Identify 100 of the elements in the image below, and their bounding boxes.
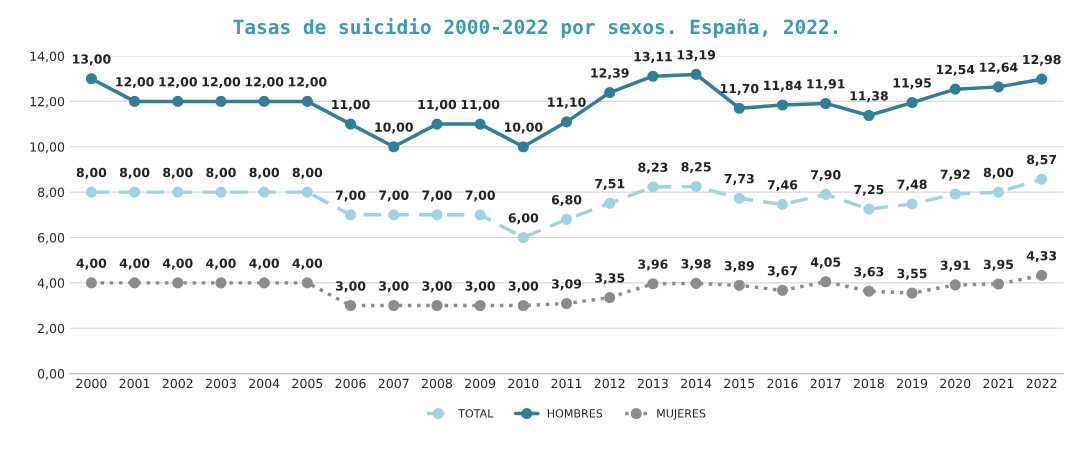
data-label: 7,00 — [335, 190, 366, 202]
point — [906, 287, 918, 299]
data-label: 12,00 — [116, 77, 154, 89]
point — [863, 203, 875, 215]
x-tick-label: 2002 — [162, 378, 193, 389]
data-label: 11,00 — [461, 99, 500, 111]
point — [949, 83, 961, 95]
data-label: 7,51 — [595, 179, 625, 190]
point — [215, 186, 227, 198]
data-label: 3,00 — [422, 281, 452, 293]
point — [388, 299, 400, 312]
point — [647, 181, 659, 193]
data-label: 7,25 — [854, 184, 884, 196]
point — [172, 277, 184, 289]
x-tick-label: 2008 — [421, 378, 452, 389]
point — [906, 198, 918, 210]
data-label: 11,00 — [332, 99, 370, 111]
point — [431, 118, 443, 130]
data-label: 11,95 — [893, 78, 931, 90]
data-label: 3,00 — [465, 281, 495, 293]
point — [172, 95, 184, 107]
data-label: 4,05 — [810, 257, 841, 269]
data-label: 11,84 — [764, 80, 802, 92]
point — [1036, 173, 1048, 185]
x-tick-label: 2009 — [465, 378, 496, 389]
x-tick-label: 2016 — [767, 378, 798, 389]
data-label: 4,00 — [162, 258, 193, 270]
data-label: 12,64 — [980, 62, 1018, 74]
x-tick-label: 2003 — [206, 378, 236, 389]
x-tick-label: 2012 — [594, 378, 625, 389]
point — [388, 141, 400, 153]
x-tick-label: 2013 — [637, 378, 668, 389]
point — [690, 277, 702, 289]
data-label: 10,00 — [375, 122, 413, 134]
point — [1036, 73, 1048, 85]
data-label: 6,00 — [508, 213, 539, 225]
x-tick-label: 2001 — [119, 378, 150, 389]
data-label: 8,00 — [292, 167, 323, 179]
data-label: 4,00 — [119, 258, 150, 270]
x-tick-label: 2020 — [940, 378, 971, 389]
point — [258, 95, 270, 107]
point — [388, 209, 400, 221]
point — [992, 186, 1005, 198]
point — [431, 209, 443, 221]
data-label: 11,91 — [807, 79, 845, 91]
data-label: 4,00 — [292, 258, 323, 270]
x-tick-label: 2021 — [983, 378, 1014, 389]
point — [690, 68, 702, 80]
point — [906, 96, 918, 109]
chart-title: Tasas de suicidio 2000-2022 por sexos. España, 2022. — [233, 18, 838, 38]
data-label: 12,00 — [159, 77, 197, 89]
point — [949, 188, 961, 200]
data-label: 3,96 — [638, 259, 668, 271]
x-tick-label: 2017 — [810, 378, 841, 389]
data-label: 11,38 — [850, 91, 888, 103]
data-label: 12,00 — [245, 77, 284, 89]
data-label: 12,98 — [1023, 54, 1061, 66]
point — [776, 99, 789, 111]
x-tick-label: 2007 — [378, 378, 409, 389]
data-label: 3,63 — [854, 266, 884, 278]
y-tick-label: 12,00 — [30, 96, 65, 108]
data-label: 4,00 — [249, 258, 279, 270]
point — [733, 279, 745, 291]
data-label: 7,90 — [811, 170, 841, 182]
x-tick-label: 2004 — [249, 378, 280, 389]
point — [517, 231, 529, 244]
data-label: 8,00 — [119, 167, 150, 179]
point — [85, 277, 97, 289]
data-label: 3,98 — [681, 258, 711, 270]
x-tick-label: 2014 — [681, 378, 712, 389]
data-label: 11,70 — [720, 83, 759, 95]
x-tick-label: 2010 — [508, 378, 539, 389]
data-label: 13,00 — [73, 54, 111, 66]
point — [301, 186, 313, 198]
x-tick-label: 2000 — [76, 378, 107, 389]
data-label: 8,25 — [681, 162, 711, 174]
data-label: 7,48 — [897, 179, 927, 191]
point — [733, 102, 745, 114]
point — [431, 299, 443, 312]
data-label: 8,00 — [76, 167, 107, 179]
point — [258, 277, 270, 289]
point — [129, 186, 141, 198]
point — [517, 141, 529, 153]
point — [820, 276, 832, 288]
point — [1036, 269, 1048, 281]
data-label: 7,00 — [465, 190, 495, 202]
data-label: 7,46 — [767, 180, 798, 192]
data-label: 11,00 — [418, 99, 457, 111]
y-tick-label: 4,00 — [37, 278, 65, 290]
data-label: 8,00 — [163, 167, 193, 179]
point — [776, 198, 789, 210]
data-label: 8,00 — [983, 167, 1014, 179]
point — [474, 209, 486, 221]
legend-label: HOMBRES — [547, 409, 603, 418]
point — [560, 213, 573, 225]
data-label: 13,11 — [634, 51, 672, 63]
data-label: 7,00 — [379, 190, 409, 202]
legend-label: TOTAL — [458, 409, 494, 418]
point — [172, 186, 184, 198]
data-label: 3,09 — [551, 279, 582, 291]
